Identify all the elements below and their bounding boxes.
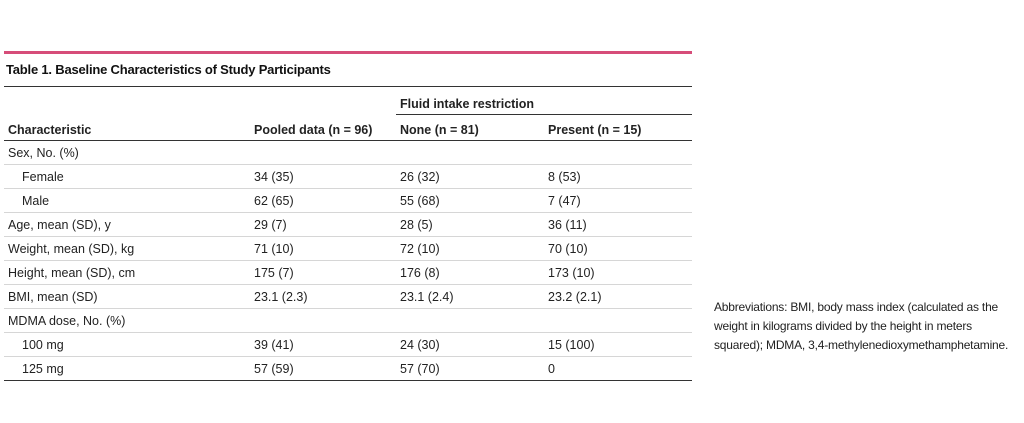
cell-pooled: 71 (10) — [250, 236, 396, 261]
table-row: MDMA dose, No. (%) — [4, 308, 692, 333]
cell-pooled: 34 (35) — [250, 164, 396, 189]
column-header-pooled: Pooled data (n = 96) — [250, 114, 396, 141]
cell-pooled: 57 (59) — [250, 356, 396, 381]
cell-present: 70 (10) — [544, 236, 692, 261]
cell-none: 26 (32) — [396, 164, 544, 189]
cell-none: 176 (8) — [396, 260, 544, 285]
row-label: 100 mg — [4, 332, 250, 357]
cell-present — [544, 308, 692, 333]
row-label: Height, mean (SD), cm — [4, 260, 250, 285]
abbreviations-footnote: Abbreviations: BMI, body mass index (cal… — [714, 300, 1009, 352]
accent-rule — [4, 51, 692, 54]
cell-pooled: 39 (41) — [250, 332, 396, 357]
cell-none: 23.1 (2.4) — [396, 284, 544, 309]
table-caption: Table 1. Baseline Characteristics of Stu… — [6, 62, 331, 77]
cell-pooled — [250, 140, 396, 165]
table-row: Female 34 (35) 26 (32) 8 (53) — [4, 164, 692, 189]
row-label: Sex, No. (%) — [4, 140, 250, 165]
column-header-none: None (n = 81) — [396, 114, 544, 141]
baseline-characteristics-table: Fluid intake restriction Characteristic … — [4, 87, 692, 381]
cell-pooled — [250, 308, 396, 333]
cell-none: 28 (5) — [396, 212, 544, 237]
group-header-row: Fluid intake restriction — [4, 87, 692, 115]
table-row: 100 mg 39 (41) 24 (30) 15 (100) — [4, 332, 692, 357]
group-header-fluid-intake: Fluid intake restriction — [396, 87, 692, 115]
cell-pooled: 175 (7) — [250, 260, 396, 285]
cell-present: 173 (10) — [544, 260, 692, 285]
table-row: 125 mg 57 (59) 57 (70) 0 — [4, 356, 692, 381]
column-header-row: Characteristic Pooled data (n = 96) None… — [4, 114, 692, 141]
cell-none — [396, 140, 544, 165]
cell-pooled: 62 (65) — [250, 188, 396, 213]
table-row: Sex, No. (%) — [4, 140, 692, 165]
cell-present: 0 — [544, 356, 692, 381]
cell-present: 23.2 (2.1) — [544, 284, 692, 309]
table-row: BMI, mean (SD) 23.1 (2.3) 23.1 (2.4) 23.… — [4, 284, 692, 309]
cell-pooled: 29 (7) — [250, 212, 396, 237]
column-header-characteristic: Characteristic — [4, 114, 250, 141]
row-label: 125 mg — [4, 356, 250, 381]
cell-none: 72 (10) — [396, 236, 544, 261]
table-row: Weight, mean (SD), kg 71 (10) 72 (10) 70… — [4, 236, 692, 261]
cell-present: 7 (47) — [544, 188, 692, 213]
baseline-table-block: Table 1. Baseline Characteristics of Stu… — [4, 51, 692, 381]
cell-none: 57 (70) — [396, 356, 544, 381]
cell-present: 15 (100) — [544, 332, 692, 357]
cell-none — [396, 308, 544, 333]
table-row: Age, mean (SD), y 29 (7) 28 (5) 36 (11) — [4, 212, 692, 237]
row-label: BMI, mean (SD) — [4, 284, 250, 309]
cell-none: 24 (30) — [396, 332, 544, 357]
caption-divider — [4, 86, 692, 87]
cell-present — [544, 140, 692, 165]
row-label: Age, mean (SD), y — [4, 212, 250, 237]
table-row: Height, mean (SD), cm 175 (7) 176 (8) 17… — [4, 260, 692, 285]
column-header-present: Present (n = 15) — [544, 114, 692, 141]
cell-present: 8 (53) — [544, 164, 692, 189]
cell-present: 36 (11) — [544, 212, 692, 237]
table-row: Male 62 (65) 55 (68) 7 (47) — [4, 188, 692, 213]
row-label: Female — [4, 164, 250, 189]
cell-pooled: 23.1 (2.3) — [250, 284, 396, 309]
row-label: MDMA dose, No. (%) — [4, 308, 250, 333]
cell-none: 55 (68) — [396, 188, 544, 213]
row-label: Male — [4, 188, 250, 213]
row-label: Weight, mean (SD), kg — [4, 236, 250, 261]
